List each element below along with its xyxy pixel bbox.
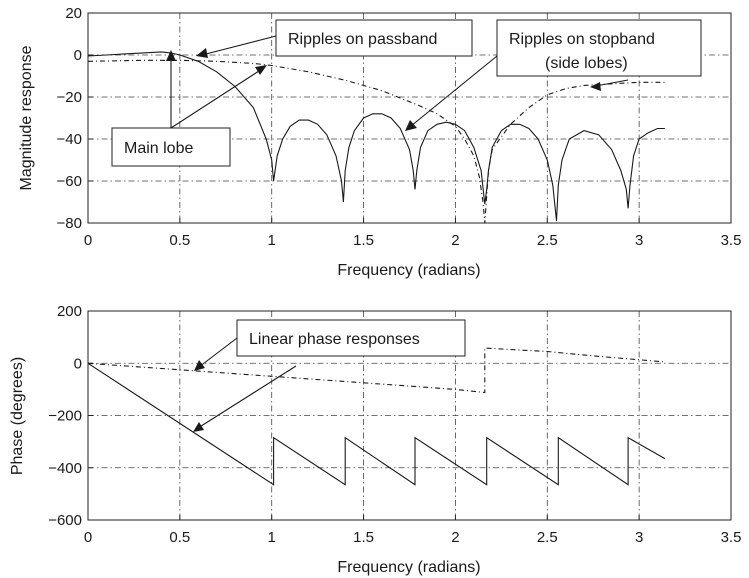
annotation-passband-text: Ripples on passband	[288, 31, 437, 48]
magnitude-x-tick-label: 1.5	[353, 232, 374, 249]
arrow-passband-line	[202, 36, 276, 55]
annotation-main-lobe: Main lobe	[112, 128, 230, 166]
phase-series	[88, 348, 665, 485]
phase-x-axis-label: Frequency (radians)	[337, 559, 480, 576]
magnitude-x-tick-label: 3.5	[721, 232, 742, 249]
magnitude-x-tick-label: 0.5	[169, 232, 190, 249]
phase-x-tick-label: 0.5	[169, 529, 190, 546]
magnitude-x-axis-label: Frequency (radians)	[337, 262, 480, 279]
magnitude-y-axis-label: Magnitude response	[18, 45, 35, 190]
phase-y-tick-label: −200	[48, 408, 82, 425]
magnitude-y-tick-label: 20	[65, 5, 82, 22]
magnitude-x-tick-label: 3	[635, 232, 643, 249]
arrow-phase-solid-head	[193, 422, 204, 432]
magnitude-panel: 0 0.5 1 1.5 2 2.5 3 3.5 20 0 −20 −40 −60 −80 Frequenc…	[18, 5, 741, 279]
phase-x-tick-label: 3	[635, 529, 643, 546]
phase-y-tick-label: −600	[48, 512, 82, 529]
magnitude-x-tick-label: 1	[268, 232, 276, 249]
phase-x-tick-label: 2.5	[537, 529, 558, 546]
annotation-linear-phase-text: Linear phase responses	[249, 331, 420, 348]
annotation-stopband: Ripples on stopband (side lobes)	[497, 20, 701, 76]
annotation-linear-phase: Linear phase responses	[237, 320, 465, 356]
phase-y-axis-label: Phase (degrees)	[9, 357, 26, 475]
arrow-sidelobe-head	[590, 82, 601, 91]
arrow-stopband-line	[411, 56, 497, 126]
phase-series-solid-line	[88, 363, 665, 484]
magnitude-x-tick-label: 2.5	[537, 232, 558, 249]
arrow-phase-solid-line	[198, 366, 296, 428]
phase-x-tick-label: 2	[451, 529, 459, 546]
magnitude-y-tick-label: 0	[74, 47, 82, 64]
phase-panel: 0 0.5 1 1.5 2 2.5 3 3.5 200 0 −200 −400 −600 Frequen…	[9, 303, 741, 576]
annotation-stopband-text-line2: (side lobes)	[545, 55, 628, 72]
arrow-stopband-head	[405, 120, 417, 131]
magnitude-y-tick-label: −40	[57, 131, 82, 148]
phase-x-tick-label: 3.5	[721, 529, 742, 546]
magnitude-x-tick-label: 2	[451, 232, 459, 249]
arrow-passband-head	[196, 48, 208, 58]
annotation-passband: Ripples on passband	[276, 20, 472, 56]
arrow-main-lobe-2-head	[255, 65, 267, 75]
phase-y-tick-label: 0	[74, 355, 82, 372]
phase-x-tick-label: 0	[84, 529, 92, 546]
phase-x-tick-label: 1.5	[353, 529, 374, 546]
arrow-phase-dashed-line	[199, 338, 237, 367]
annotation-stopband-text-line1: Ripples on stopband	[509, 31, 655, 48]
annotation-main-lobe-text: Main lobe	[124, 140, 193, 157]
phase-y-tick-label: −400	[48, 460, 82, 477]
phase-x-tick-label: 1	[268, 529, 276, 546]
magnitude-y-tick-label: −20	[57, 89, 82, 106]
arrow-phase-dashed-head	[194, 360, 205, 371]
arrow-main-lobe-head	[166, 50, 176, 61]
arrow-main-lobe-2-line	[171, 69, 262, 128]
magnitude-y-tick-label: −80	[57, 215, 82, 232]
magnitude-y-tick-label: −60	[57, 173, 82, 190]
magnitude-x-tick-label: 0	[84, 232, 92, 249]
phase-y-tick-label: 200	[57, 303, 82, 320]
